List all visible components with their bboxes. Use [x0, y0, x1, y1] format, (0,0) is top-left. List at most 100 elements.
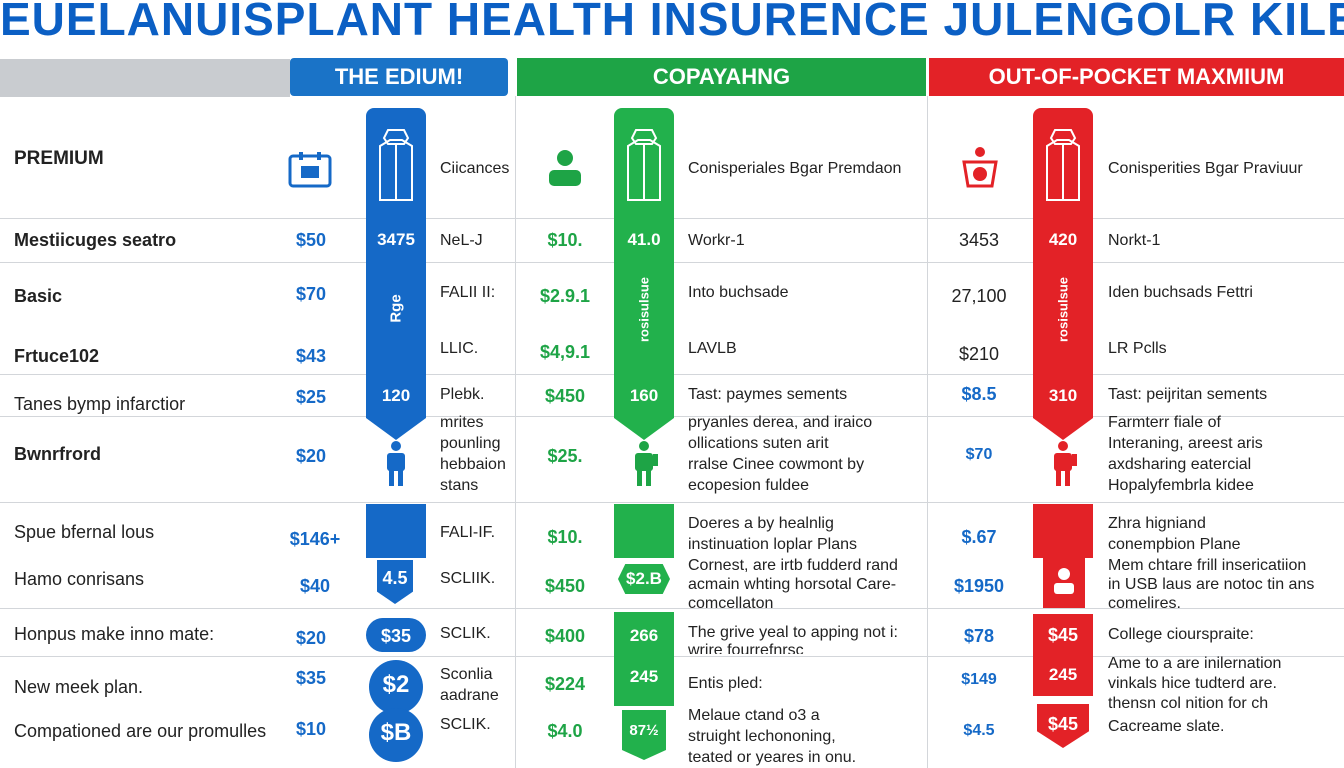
page-title: EUELANUISPLANT HEALTH INSURENCE JULENGOL… [0, 0, 1344, 44]
premium-bar-arrow [366, 418, 426, 440]
oop-bar-value: 310 [1048, 386, 1078, 405]
oop-text: Tast: peijritan sements [1108, 386, 1268, 403]
copay-text: Entis pled: [688, 675, 763, 692]
row-label: Mestiicuges seatro [14, 230, 177, 250]
row-label: Basic [14, 286, 63, 306]
copay-top-text: Conisperiales Bgar Premdaon [688, 160, 902, 177]
premium-text: SCLIK. [440, 625, 491, 642]
column-divider [927, 96, 928, 768]
premium-value: $50 [295, 230, 327, 250]
premium-bar-value: 3475 [377, 230, 415, 249]
copay-value: $450 [544, 386, 586, 406]
coat-icon [379, 129, 413, 201]
copay-bar-value: 160 [629, 386, 659, 405]
oop-value: $.67 [961, 527, 997, 547]
copay-text: The grive yeal to apping not i: wrire fo… [688, 624, 898, 654]
oop-value: $149 [961, 671, 997, 688]
premium-value: $43 [295, 346, 327, 366]
copay-text: LAVLB [688, 340, 737, 357]
copay-value: $224 [544, 674, 586, 694]
premium-bar-value: 120 [381, 386, 411, 405]
header-strip [0, 59, 290, 97]
row-divider [0, 502, 1344, 503]
person-icon [1054, 441, 1077, 486]
column-divider [515, 96, 516, 768]
premium-pill [366, 618, 426, 652]
copay-text: Cornest, are irtb fudderd rand acmain wh… [688, 557, 898, 612]
oop-value: 3453 [958, 230, 1000, 250]
person-icon [549, 150, 581, 186]
oop-bar-value: 245 [1048, 665, 1078, 684]
oop-text: Norkt-1 [1108, 232, 1161, 249]
row-label: Hamo conrisans [14, 569, 145, 589]
premium-badge: $B [369, 708, 423, 762]
oop-value: $78 [963, 626, 995, 646]
header-oop-max: OUT-OF-POCKET MAXMIUM [929, 58, 1344, 96]
oop-value: $1950 [953, 576, 1005, 596]
header-premium: THE EDIUM! [290, 58, 508, 96]
premium-value: $20 [295, 446, 327, 466]
oop-bar-arrow [1033, 418, 1093, 440]
copay-value: $10. [547, 230, 583, 250]
premium-text: Sconlia aadrane [440, 666, 499, 704]
copay-block [614, 504, 674, 558]
oop-block [1033, 656, 1093, 696]
copay-text: Melaue ctand o3 a struight lechononing, … [688, 707, 857, 766]
row-label: Frtuce102 [14, 346, 100, 366]
premium-text: NeL-J [440, 232, 483, 249]
oop-text: Farmterr fiale of Interaning, areest ari… [1108, 414, 1263, 494]
premium-text: mrites pounling hebbaion stans [440, 414, 506, 494]
oop-text: Iden buchsads Fettri [1108, 284, 1253, 301]
premium-badge: $2 [369, 660, 423, 714]
premium-value: $146+ [289, 529, 341, 549]
premium-value: $35 [295, 668, 327, 688]
premium-label: PREMIUM [14, 148, 104, 169]
premium-value: $20 [295, 628, 327, 648]
oop-block [1033, 504, 1093, 558]
oop-value: $210 [958, 344, 1000, 364]
copay-value: $450 [544, 576, 586, 596]
row-label: Tanes bymp infarctior [14, 394, 186, 414]
copay-text: Doeres a by healnlig instinuation loplar… [688, 515, 857, 553]
oop-value: $70 [965, 446, 993, 463]
premium-text: SCLIIK. [440, 570, 496, 587]
copay-tag [618, 564, 670, 594]
oop-value: $8.5 [961, 384, 997, 404]
premium-value: $10 [295, 719, 327, 739]
copay-bar-value: rosisulsue [636, 276, 652, 343]
oop-value: $4.5 [963, 722, 995, 739]
copay-shield [622, 710, 666, 760]
person-icon [1054, 568, 1074, 594]
copay-value: $400 [544, 626, 586, 646]
oop-bar-value: $45 [1047, 625, 1079, 645]
copay-bar-value: 41.0 [627, 230, 661, 249]
oop-bar-value: 420 [1048, 230, 1078, 249]
copay-bar-value: $2.B [626, 569, 662, 588]
row-divider [0, 608, 1344, 609]
row-label: Spue bfernal lous [14, 522, 155, 542]
calendar-icon [288, 152, 332, 188]
copay-text: Into buchsade [688, 284, 789, 301]
premium-text: LLIC. [440, 340, 479, 357]
copay-value: $2.9.1 [539, 286, 591, 306]
person-icon [635, 441, 658, 486]
premium-value: $70 [295, 284, 327, 304]
copay-value: $4,9.1 [539, 342, 591, 362]
premium-block [366, 504, 426, 558]
premium-bar-value: 4.5 [382, 568, 408, 588]
oop-value: 27,100 [951, 286, 1007, 306]
copay-bar-arrow [614, 418, 674, 440]
row-label: New meek plan. [14, 677, 144, 697]
oop-bar-value: rosisulsue [1055, 276, 1071, 343]
oop-bar-value: $45 [1047, 714, 1079, 734]
premium-value: $25 [295, 387, 327, 407]
coat-icon [627, 129, 661, 201]
scale-icon [962, 147, 998, 188]
premium-text: SCLIK. [440, 716, 491, 733]
copay-bar-value: 87½ [629, 722, 659, 739]
oop-block [1033, 614, 1093, 656]
oop-top-text: Conisperities Bgar Praviuur [1108, 160, 1303, 177]
copay-value: $10. [547, 527, 583, 547]
copay-text: Tast: paymes sements [688, 386, 848, 403]
premium-text: FALI-IF. [440, 524, 496, 541]
